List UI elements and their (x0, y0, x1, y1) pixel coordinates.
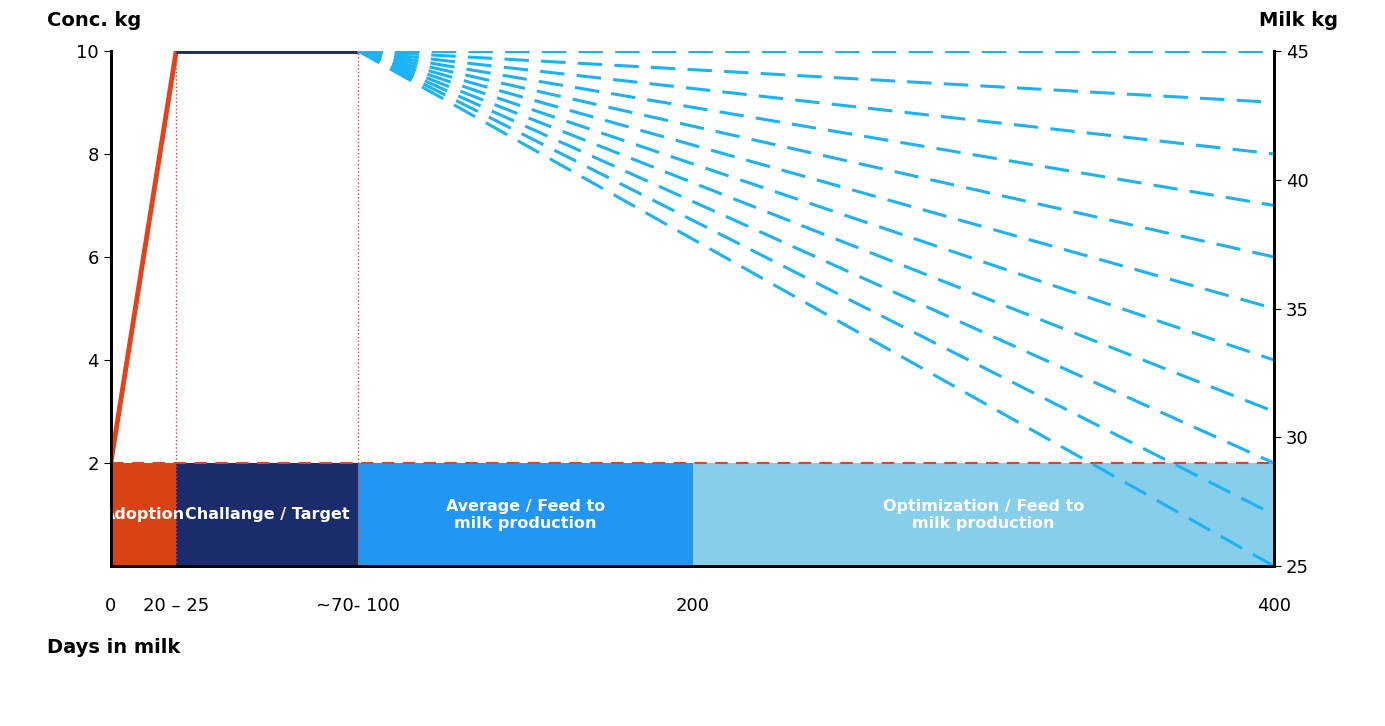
Text: Average / Feed to
milk production: Average / Feed to milk production (446, 499, 605, 531)
Bar (176, 463, 357, 566)
Bar (692, 463, 1274, 566)
Text: Optimization / Feed to
milk production: Optimization / Feed to milk production (882, 499, 1084, 531)
Text: Challange / Target: Challange / Target (184, 507, 349, 522)
Text: Milk kg: Milk kg (1259, 11, 1338, 30)
Text: 400: 400 (1258, 597, 1291, 615)
Text: 20 – 25: 20 – 25 (143, 597, 209, 615)
Bar (357, 463, 692, 566)
Text: 0: 0 (105, 597, 116, 615)
Text: Conc. kg: Conc. kg (47, 11, 141, 30)
Text: Adoption: Adoption (102, 507, 184, 522)
Text: Days in milk: Days in milk (47, 638, 180, 658)
Bar (111, 463, 176, 566)
Text: ~70- 100: ~70- 100 (316, 597, 400, 615)
Text: 200: 200 (676, 597, 709, 615)
